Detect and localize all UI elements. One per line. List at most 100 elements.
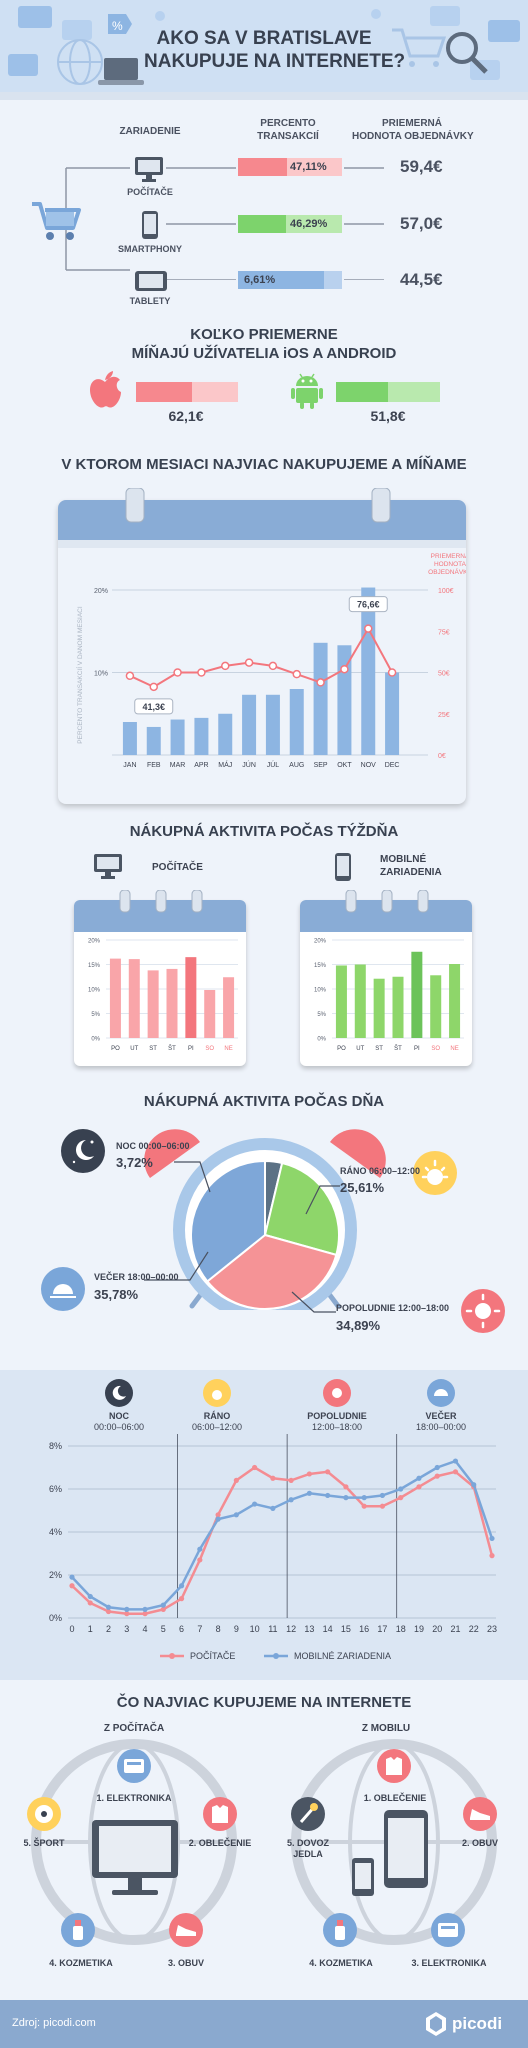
apple-icon [90, 371, 121, 408]
order-value-point [197, 668, 206, 677]
mobile-item-2: 2. OBUV [461, 1838, 498, 1848]
device-avg-pc: 59,4€ [400, 157, 443, 176]
x-tick-label: 20 [432, 1624, 442, 1634]
device-name-smartphone: SMARTPHONY [117, 244, 182, 254]
mobile-item-5-line2: JEDLA [293, 1849, 323, 1859]
series-point [489, 1535, 495, 1542]
x-tick-label: JAN [123, 762, 136, 769]
x-tick-label: 14 [323, 1624, 333, 1634]
ios-android-title-1: KOĽKO PRIEMERNE [190, 326, 338, 343]
y-tick-label: 5% [91, 1012, 100, 1018]
series-point [416, 1475, 422, 1481]
order-value-point [340, 664, 349, 674]
x-tick-label: DEC [385, 762, 400, 769]
legend-label-mobile: MOBILNÉ ZARIADENIA [294, 1651, 391, 1661]
series-point [270, 1475, 276, 1481]
series-line-0 [71, 1466, 494, 1615]
series-point [105, 1608, 112, 1615]
series-point [270, 1505, 276, 1511]
y-tick-label: 15% [88, 963, 101, 969]
series-point [160, 1606, 166, 1612]
mobile-cosmetics-icon [323, 1913, 357, 1947]
hourly-period-afternoon-time: 12:00–18:00 [311, 1422, 363, 1432]
series-point [306, 1471, 312, 1477]
mobile-electronics-icon [431, 1913, 465, 1947]
bar-PO [109, 958, 121, 1038]
bar-SEP [313, 642, 328, 755]
x-tick-label: 2 [106, 1624, 111, 1634]
hourly-morning-icon [203, 1379, 231, 1407]
series-point [434, 1473, 440, 1479]
col-device-header: ZARIADENIE [119, 126, 181, 137]
products-illustration [31, 1739, 497, 1945]
y2-tick-label: 100€ [438, 588, 454, 595]
order-value-point [149, 682, 158, 692]
smartphone-icon [142, 211, 158, 239]
series-point [124, 1611, 130, 1617]
x-tick-label: AUG [289, 762, 304, 769]
series-point [452, 1458, 459, 1464]
series-point [343, 1495, 349, 1501]
series-point [160, 1602, 166, 1608]
pc-item-1: 1. ELEKTRONIKA [96, 1793, 172, 1803]
device-avg-tablet: 44,5€ [400, 270, 443, 289]
x-tick-label: 15 [341, 1624, 351, 1634]
bar-FEB [146, 726, 161, 755]
calendar-rings [125, 488, 391, 523]
pc-item-2: 2. OBLEČENIE [188, 1838, 252, 1848]
x-tick-label: PO [111, 1046, 120, 1052]
pie-label-night: NOC 00:00–06:00 [116, 1141, 190, 1151]
hourly-period-afternoon: POPOLUDNIE [307, 1411, 367, 1421]
mobile-item-1: 1. OBLEČENIE [363, 1793, 427, 1803]
weekly-pc-label: POČÍTAČE [152, 862, 203, 873]
series-point [379, 1503, 386, 1509]
pie-label-evening: VEČER 18:00–00:00 [94, 1272, 179, 1282]
bar-NE [223, 977, 235, 1038]
mobile-item-3: 3. ELEKTRONIKA [411, 1958, 487, 1968]
bar-OKT [337, 645, 352, 755]
bar-SO [204, 989, 216, 1038]
y-tick-label: 5% [317, 1012, 326, 1018]
series-point [343, 1484, 349, 1490]
x-tick-label: SO [431, 1046, 440, 1052]
hourly-chart: 8%6%4%2%0%0 1 2 3 4 5 6 7 8 9 10 11 12 13 14 15 16 17 18 19… [49, 1434, 497, 1661]
x-tick-label: 23 [487, 1624, 497, 1634]
order-value-line [129, 626, 393, 688]
series-point [215, 1512, 221, 1518]
x-tick-label: UT [356, 1046, 364, 1052]
device-name-tablet: TABLETY [129, 296, 171, 306]
header-banner: % AKO SA V BRATISLAVE NAKUPUJE NA INTERN… [0, 0, 528, 100]
series-point [434, 1464, 440, 1471]
bar-JÚN [242, 694, 257, 755]
x-tick-label: 12 [286, 1624, 296, 1634]
y-tick-label: 0% [317, 1037, 326, 1043]
x-tick-label: 22 [469, 1624, 479, 1634]
y-tick-label: 20% [88, 939, 101, 945]
hourly-period-night: NOC [109, 1411, 129, 1421]
android-value: 51,8€ [370, 408, 406, 424]
order-value-point [316, 678, 325, 687]
series-point [87, 1600, 93, 1606]
device-bar-fill-tablet [238, 271, 324, 289]
x-tick-label: UT [130, 1046, 138, 1052]
x-tick-label: 9 [234, 1624, 239, 1634]
col-percent-header-2: TRANSAKCIÍ [257, 131, 319, 142]
y2-label: HODNOTA [434, 561, 466, 568]
x-tick-label: 13 [304, 1624, 314, 1634]
col-avg-header-2: HODNOTA OBJEDNÁVKY [352, 131, 474, 142]
weekly-pc-chart: 20% 15% 10% 5% 0% PO UT ST ŠT PI SO NE [88, 939, 238, 1052]
products-title: ČO NAJVIAC KUPUJEME NA INTERNETE [116, 1694, 412, 1711]
col-percent-header-1: PERCENTO [260, 118, 316, 129]
footer-source: Zdroj: picodi.com [12, 2017, 96, 2029]
y-tick-label: 0% [49, 1613, 62, 1623]
y2-tick-label: 50€ [438, 671, 450, 678]
night-icon [61, 1129, 105, 1173]
bar-UT [128, 959, 140, 1038]
x-tick-label: SEP [314, 762, 328, 769]
hourly-afternoon-icon [323, 1379, 351, 1407]
series-point [361, 1495, 367, 1501]
monthly-chart: 20% 10% 100€ 75€ 50€ 25€ 0€ PRIEMERNÁHODNOTAOBJ… [75, 551, 466, 769]
x-tick-label: PI [414, 1046, 420, 1052]
android-bar-track [336, 382, 440, 402]
x-tick-label: ST [149, 1046, 157, 1052]
